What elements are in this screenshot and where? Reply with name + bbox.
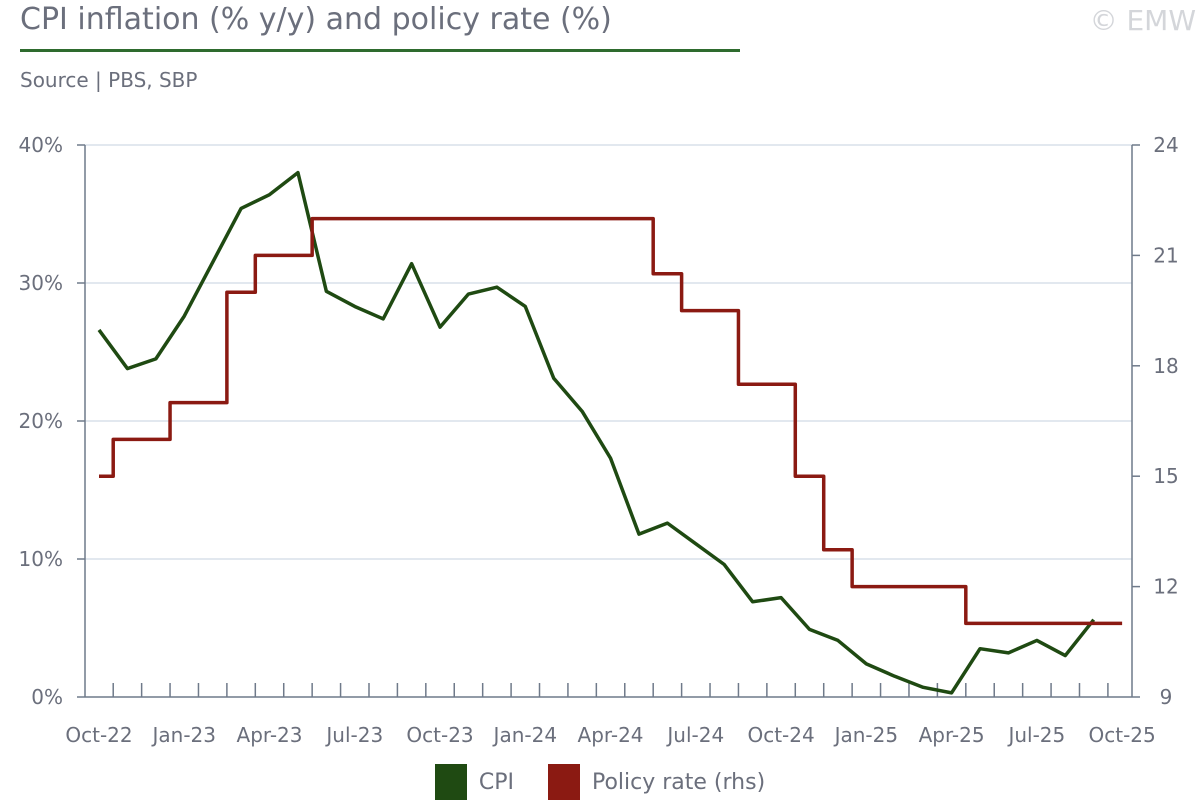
x-tick-label: Jan-24 xyxy=(492,723,558,747)
x-tick-label: Oct-23 xyxy=(406,723,473,747)
x-tick-label: Jul-23 xyxy=(324,723,383,747)
series-lines xyxy=(97,170,1123,695)
legend-swatch-cpi xyxy=(434,764,467,800)
right-tick-label: 15 xyxy=(1153,464,1178,488)
x-tick-label: Jan-23 xyxy=(151,723,217,747)
x-tick-label: Jul-24 xyxy=(665,723,724,747)
left-tick-label: 30% xyxy=(19,271,63,295)
right-axis-ticks: 9 12 15 18 21 24 xyxy=(1132,133,1179,709)
right-tick-label: 21 xyxy=(1153,243,1178,267)
right-tick-label: 24 xyxy=(1153,133,1178,157)
cpi-line xyxy=(97,170,1096,695)
right-tick-label: 12 xyxy=(1153,575,1178,599)
right-tick-label: 18 xyxy=(1153,354,1178,378)
legend-label-policy-rate: Policy rate (rhs) xyxy=(591,769,766,795)
chart-title: CPI inflation (% y/y) and policy rate (%… xyxy=(20,2,612,37)
left-tick-label: 10% xyxy=(19,547,63,571)
legend-item-cpi[interactable]: CPI xyxy=(434,764,514,800)
source-label: Source | PBS, SBP xyxy=(20,68,198,92)
x-axis-ticks: Oct-22 Jan-23 Apr-23 Jul-23 Oct-23 Jan-24 Apr-… xyxy=(65,683,1156,747)
legend: CPI Policy rate (rhs) xyxy=(0,764,1200,800)
left-tick-label: 20% xyxy=(19,409,63,433)
legend-swatch-policy-rate xyxy=(547,764,580,800)
x-tick-label: Oct-25 xyxy=(1088,723,1155,747)
right-tick-label: 9 xyxy=(1160,685,1173,709)
title-underline xyxy=(20,49,740,52)
x-tick-label: Oct-22 xyxy=(65,723,132,747)
x-tick-label: Jul-25 xyxy=(1006,723,1065,747)
left-tick-label: 40% xyxy=(19,133,63,157)
left-axis-ticks: 0% 10% 20% 30% 40% xyxy=(19,133,85,709)
x-tick-label: Apr-24 xyxy=(578,723,644,747)
legend-label-cpi: CPI xyxy=(478,769,514,795)
x-tick-label: Jan-25 xyxy=(833,723,899,747)
x-tick-label: Apr-23 xyxy=(237,723,303,747)
policy-rate-line xyxy=(99,216,1123,626)
left-tick-label: 0% xyxy=(31,685,63,709)
gridlines xyxy=(85,144,1132,560)
legend-item-policy-rate[interactable]: Policy rate (rhs) xyxy=(547,764,766,800)
x-tick-label: Apr-25 xyxy=(919,723,985,747)
watermark: © EMW xyxy=(1089,4,1196,37)
x-tick-label: Oct-24 xyxy=(747,723,814,747)
